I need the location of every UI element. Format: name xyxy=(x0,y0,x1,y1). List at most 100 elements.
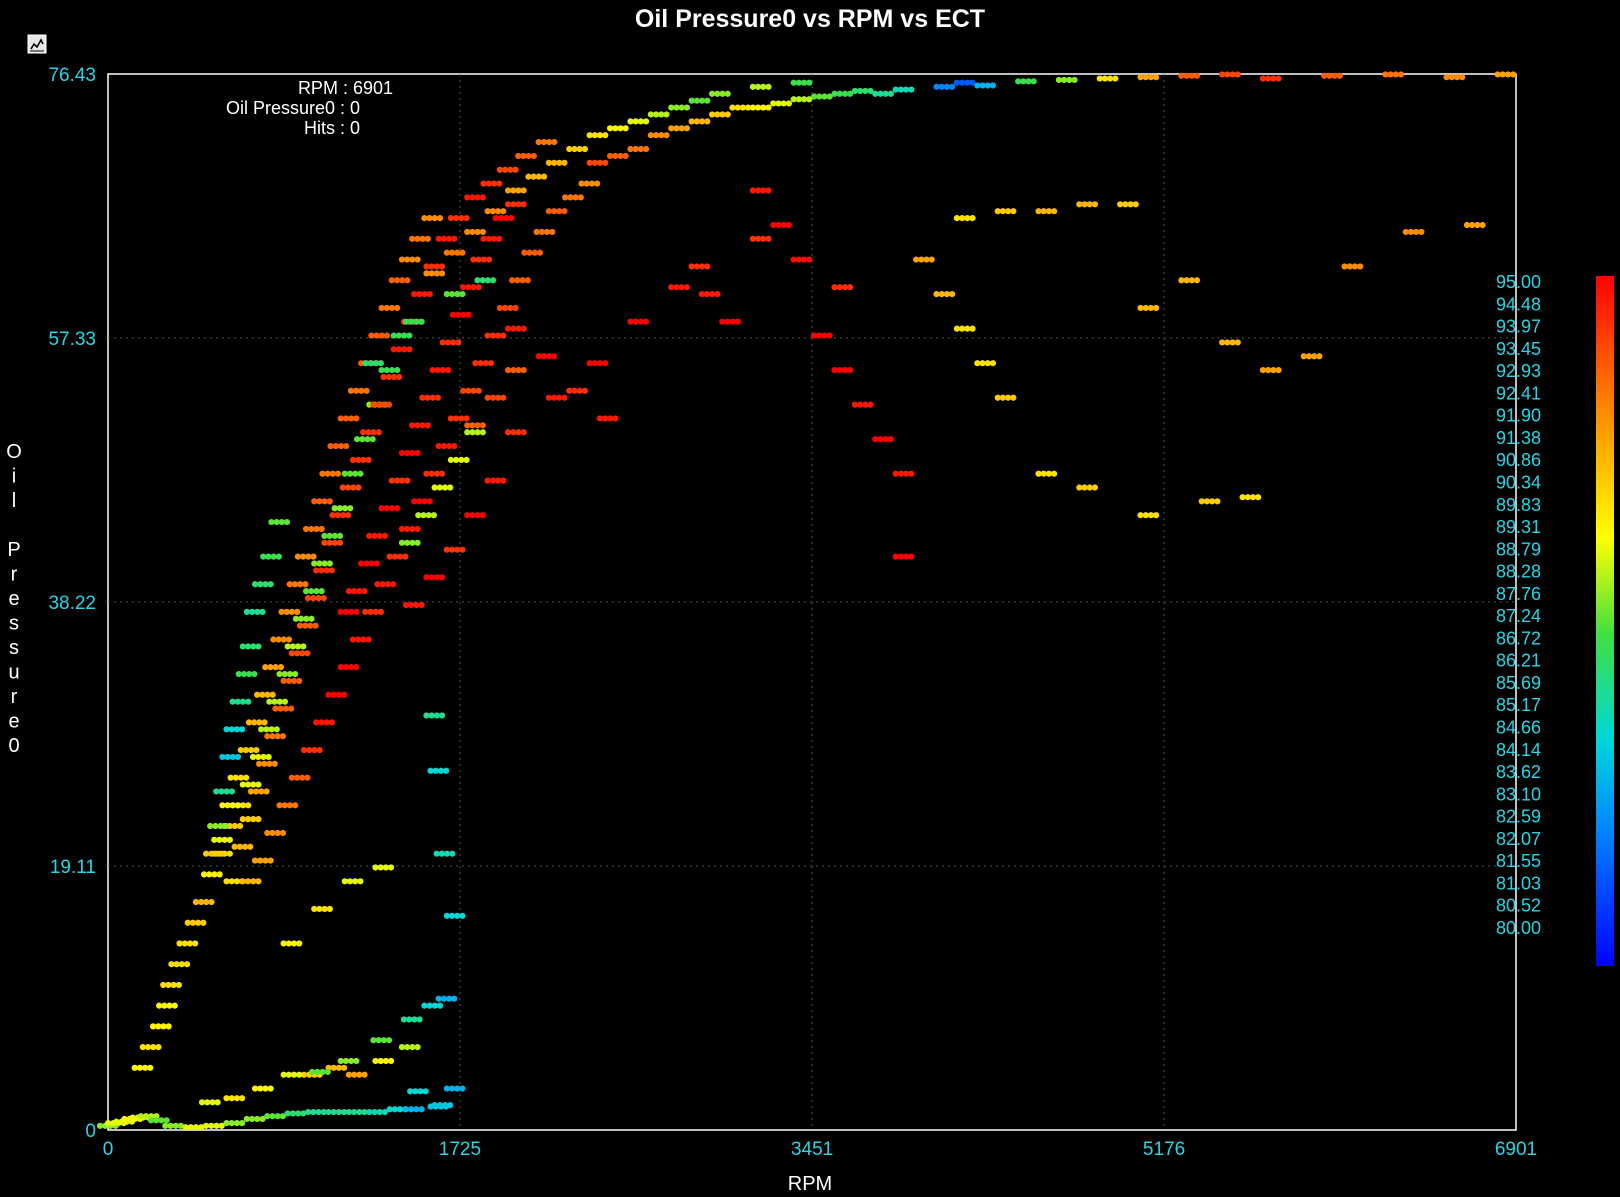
data-point xyxy=(390,332,413,339)
data-point xyxy=(313,719,335,726)
data-point xyxy=(339,484,362,491)
data-point xyxy=(202,1122,225,1129)
data-point xyxy=(770,221,792,229)
data-point xyxy=(415,512,437,519)
data-point xyxy=(1341,263,1364,270)
data-point xyxy=(313,567,335,574)
data-point xyxy=(435,442,458,450)
data-point xyxy=(423,270,446,277)
data-point xyxy=(521,249,544,256)
colorbar-tick-label: 82.07 xyxy=(1496,829,1541,849)
data-point xyxy=(243,608,266,615)
data-point xyxy=(347,387,370,394)
data-point xyxy=(1035,208,1058,215)
data-point xyxy=(423,263,446,270)
data-point xyxy=(953,215,976,222)
data-point xyxy=(251,857,274,864)
data-point xyxy=(443,290,466,298)
data-point xyxy=(325,1108,348,1116)
data-point xyxy=(202,850,225,857)
data-point xyxy=(168,961,191,968)
data-point xyxy=(156,1002,178,1009)
data-point xyxy=(239,781,262,788)
data-point xyxy=(251,1085,274,1092)
data-point xyxy=(331,505,354,512)
data-point xyxy=(1015,78,1037,85)
data-point xyxy=(360,429,382,436)
data-point xyxy=(1178,277,1201,284)
colorbar-tick-label: 85.17 xyxy=(1496,695,1541,715)
data-point xyxy=(211,836,233,843)
data-point xyxy=(1300,353,1323,360)
data-point xyxy=(213,788,235,795)
data-point xyxy=(474,277,497,284)
colorbar-tick-label: 86.21 xyxy=(1496,651,1541,671)
data-point xyxy=(341,470,364,477)
data-point xyxy=(872,436,895,443)
data-point xyxy=(423,574,446,581)
data-point xyxy=(276,802,299,809)
y-tick-label: 0 xyxy=(85,1121,96,1142)
data-point xyxy=(872,90,895,97)
data-point xyxy=(1035,470,1058,477)
data-point xyxy=(288,774,311,781)
data-point xyxy=(492,215,515,222)
data-point xyxy=(974,82,997,89)
data-point xyxy=(504,201,527,208)
data-point xyxy=(480,180,503,187)
data-point xyxy=(831,90,854,97)
data-point xyxy=(288,650,311,657)
data-point xyxy=(260,553,282,560)
data-point xyxy=(370,401,393,408)
data-point xyxy=(398,256,421,263)
data-point xyxy=(719,318,741,325)
data-point xyxy=(184,919,207,926)
data-point xyxy=(504,366,527,374)
data-point xyxy=(284,1110,307,1117)
data-point xyxy=(386,553,409,560)
data-point xyxy=(1137,74,1160,81)
data-point xyxy=(647,132,670,139)
data-point xyxy=(345,588,368,595)
colorbar-tick-label: 80.52 xyxy=(1496,896,1541,916)
data-point xyxy=(668,125,690,132)
data-point xyxy=(1443,74,1466,81)
colorbar-tick-label: 91.90 xyxy=(1496,406,1541,426)
colorbar-tick-label: 90.86 xyxy=(1496,450,1541,470)
data-point xyxy=(319,470,342,477)
colorbar-tick-label: 85.69 xyxy=(1496,673,1541,693)
colorbar-tick-label: 89.83 xyxy=(1496,495,1541,515)
data-point xyxy=(362,608,384,615)
data-point xyxy=(398,449,421,457)
data-point xyxy=(1055,76,1078,84)
data-point xyxy=(374,581,397,588)
data-point xyxy=(429,366,452,374)
data-point xyxy=(284,643,307,650)
data-point xyxy=(668,284,690,291)
colorbar-tick-label: 95.00 xyxy=(1496,272,1541,292)
data-point xyxy=(933,83,956,90)
data-point xyxy=(443,1085,466,1092)
data-point xyxy=(327,442,350,450)
chart-settings-icon[interactable] xyxy=(27,34,47,54)
colorbar-tick-label: 81.55 xyxy=(1496,851,1541,871)
colorbar-tick-label: 93.45 xyxy=(1496,339,1541,359)
readout-rpm: RPM : 6901 xyxy=(298,78,393,98)
data-point xyxy=(892,86,915,93)
colorbar-tick-label: 88.28 xyxy=(1496,562,1541,582)
data-point xyxy=(470,256,493,263)
data-point xyxy=(504,325,527,332)
data-point xyxy=(790,256,813,263)
data-point xyxy=(460,284,482,291)
data-point xyxy=(192,898,215,906)
data-point xyxy=(484,394,507,401)
data-point xyxy=(1239,494,1262,501)
data-point xyxy=(235,670,258,678)
data-point xyxy=(337,664,360,671)
data-point xyxy=(1076,484,1099,491)
data-point xyxy=(311,498,333,505)
data-point xyxy=(231,843,254,850)
